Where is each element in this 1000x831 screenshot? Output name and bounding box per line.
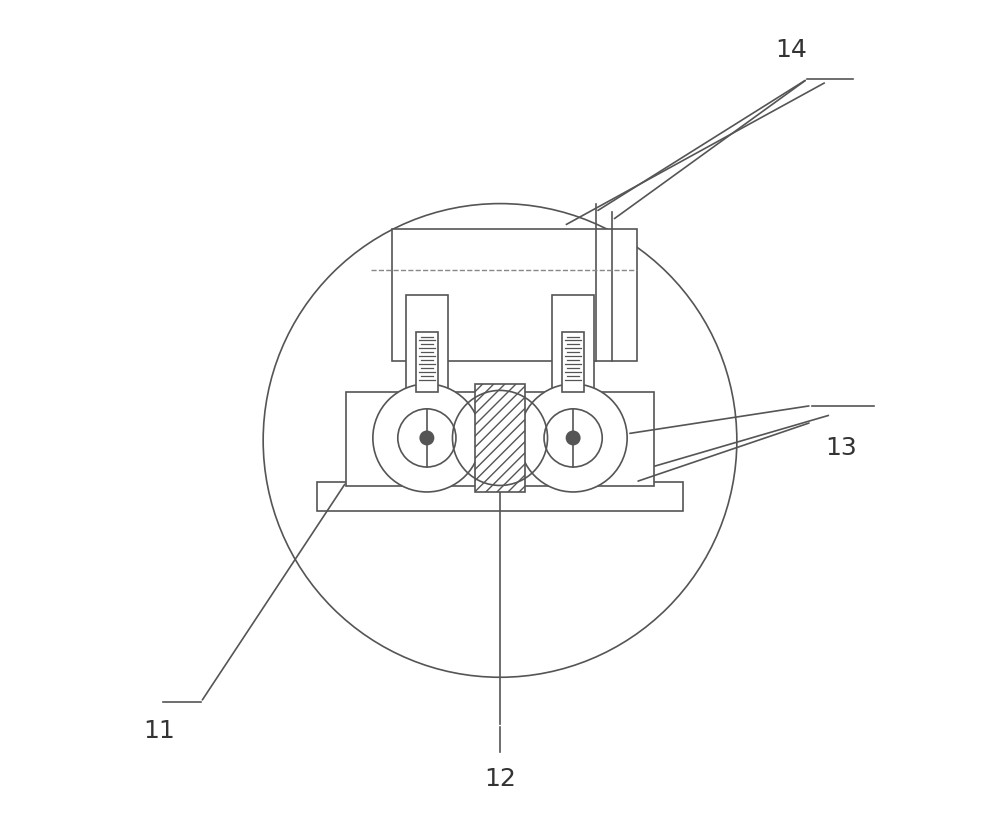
Text: 12: 12 [484, 767, 516, 791]
Circle shape [519, 384, 627, 492]
Circle shape [566, 431, 580, 445]
Circle shape [420, 431, 434, 445]
Text: 11: 11 [143, 719, 175, 743]
Bar [416, 332, 438, 392]
Bar [317, 482, 683, 511]
Bar [475, 384, 525, 492]
Bar [346, 392, 654, 486]
Bar [406, 295, 448, 392]
Text: 14: 14 [775, 38, 807, 62]
Bar [552, 295, 594, 392]
Circle shape [373, 384, 481, 492]
Bar [392, 229, 637, 361]
Bar [562, 332, 584, 392]
Text: 13: 13 [825, 436, 857, 460]
